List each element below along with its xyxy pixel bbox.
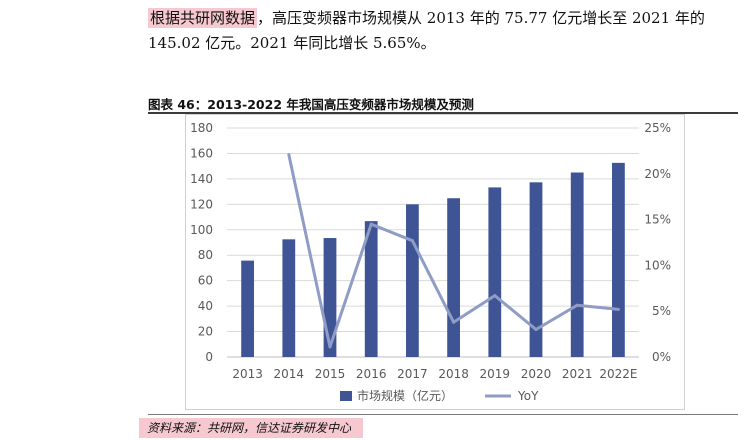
yoy-point-2018 bbox=[452, 320, 456, 324]
bar-2018 bbox=[447, 198, 460, 357]
x-tick-label: 2016 bbox=[356, 367, 387, 381]
yoy-point-2015 bbox=[328, 345, 332, 349]
x-tick-label: 2013 bbox=[232, 367, 263, 381]
left-tick-label: 140 bbox=[190, 172, 213, 186]
bar-2022E bbox=[612, 162, 625, 357]
right-tick-label: 20% bbox=[644, 167, 671, 181]
legend: 市场规模（亿元） YoY bbox=[340, 388, 539, 403]
bar-2014 bbox=[282, 239, 296, 357]
bar-2017 bbox=[406, 204, 419, 357]
left-tick-label: 180 bbox=[190, 121, 213, 135]
x-tick-label: 2021 bbox=[562, 367, 593, 381]
intro-text: ，高压变频器市场规模从 2013 年的 75.77 亿元增长至 2021 年的 … bbox=[148, 9, 705, 52]
right-tick-label: 0% bbox=[652, 350, 671, 364]
bar-2019 bbox=[488, 187, 502, 357]
yoy-point-2016 bbox=[369, 222, 373, 226]
right-axis-ticks: 0% 5% 10% 15% 20% 25% bbox=[644, 121, 671, 364]
yoy-point-2021 bbox=[575, 303, 579, 307]
gridlines bbox=[227, 127, 639, 358]
left-tick-label: 80 bbox=[198, 248, 213, 262]
legend-bar-swatch bbox=[340, 391, 352, 401]
source-note: 资料来源：共研网，信达证券研发中心 bbox=[139, 418, 363, 438]
bar-series bbox=[241, 162, 625, 357]
right-tick-label: 15% bbox=[644, 213, 671, 227]
right-tick-label: 10% bbox=[644, 258, 671, 272]
x-tick-label: 2022E bbox=[599, 367, 637, 381]
market-size-chart: 0 20 40 60 80 100 120 140 160 180 0% 5% 10% 15% 20% 25… bbox=[185, 114, 685, 410]
left-axis-ticks: 0 20 40 60 80 100 120 140 160 180 bbox=[190, 121, 213, 364]
x-tick-label: 2017 bbox=[397, 367, 428, 381]
x-tick-label: 2020 bbox=[521, 367, 552, 381]
yoy-point-2017 bbox=[410, 239, 414, 243]
left-tick-label: 120 bbox=[190, 197, 213, 211]
figure-top-rule bbox=[148, 112, 738, 114]
chart-frame bbox=[185, 114, 685, 410]
figure-bottom-rule bbox=[148, 414, 738, 415]
legend-bar-label: 市场规模（亿元） bbox=[357, 388, 453, 403]
yoy-point-2019 bbox=[493, 294, 497, 298]
figure-title: 图表 46：2013-2022 年我国高压变频器市场规模及预测 bbox=[148, 97, 474, 112]
yoy-series bbox=[287, 153, 620, 349]
intro-paragraph: 根据共研网数据 ，高压变频器市场规模从 2013 年的 75.77 亿元增长至 2… bbox=[148, 6, 744, 56]
x-tick-label: 2015 bbox=[315, 367, 346, 381]
x-tick-label: 2014 bbox=[274, 367, 305, 381]
yoy-point-2020 bbox=[534, 328, 538, 332]
right-tick-label: 25% bbox=[644, 121, 671, 135]
x-tick-label: 2018 bbox=[438, 367, 469, 381]
bar-2020 bbox=[529, 182, 543, 357]
x-tick-label: 2019 bbox=[480, 367, 511, 381]
yoy-point-2022E bbox=[616, 307, 620, 311]
left-tick-label: 40 bbox=[198, 299, 213, 313]
source-highlight: 根据共研网数据 bbox=[148, 8, 258, 28]
left-tick-label: 0 bbox=[205, 350, 213, 364]
x-axis-ticks: 2013 2014 2015 2016 2017 2018 2019 2020 2021 2022… bbox=[232, 367, 637, 381]
left-tick-label: 60 bbox=[198, 274, 213, 288]
bar-2021 bbox=[570, 172, 584, 357]
right-tick-label: 5% bbox=[652, 304, 671, 318]
left-tick-label: 20 bbox=[198, 325, 213, 339]
left-tick-label: 100 bbox=[190, 223, 213, 237]
bar-2015 bbox=[323, 238, 337, 357]
legend-line-label: YoY bbox=[517, 389, 539, 403]
bar-2013 bbox=[241, 260, 254, 357]
left-tick-label: 160 bbox=[190, 146, 213, 160]
bar-2016 bbox=[364, 221, 378, 357]
yoy-point-2014 bbox=[287, 153, 291, 157]
